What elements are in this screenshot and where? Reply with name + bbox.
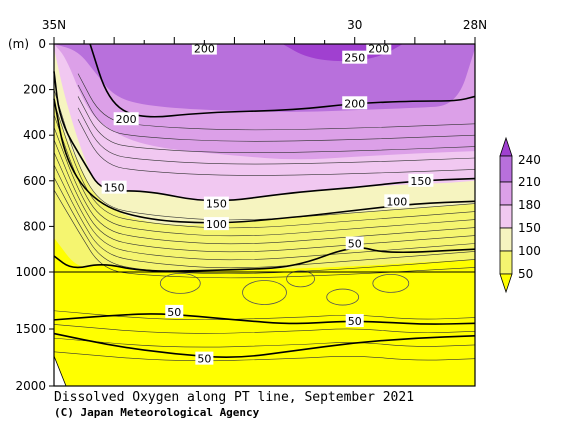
band-210-240 (54, 44, 475, 112)
colorbar-box-0 (499, 155, 513, 183)
colorbar-label-3: 180 (518, 198, 541, 212)
colorbar-label-5: 240 (518, 153, 541, 167)
colorbar-box-3 (499, 227, 513, 252)
bold-contour-2 (53, 98, 476, 224)
contour-label-6: 150 (206, 198, 227, 211)
bold-contour-0 (89, 43, 476, 118)
contour-label-7: 150 (410, 175, 431, 188)
colorbar-box-4 (499, 250, 513, 275)
colorbar-label-2: 150 (518, 221, 541, 235)
y-unit-label: (m) (8, 37, 29, 51)
thin-contour-8 (53, 189, 476, 279)
contour-label-12: 50 (348, 315, 362, 328)
contour-label-11: 50 (167, 306, 181, 319)
x-tick-label-2: 28N (463, 18, 487, 32)
contour-label-0: 200 (194, 43, 215, 56)
thin-contour-1 (53, 102, 476, 229)
chart-title: Dissolved Oxygen along PT line, Septembe… (54, 390, 415, 405)
contour-label-2: 200 (368, 43, 389, 56)
chart-credit: (C) Japan Meteorological Agency (54, 406, 260, 419)
contour-label-4: 200 (116, 113, 137, 126)
contour-label-bg-0 (191, 41, 217, 55)
colorbar-label-1: 100 (518, 244, 541, 258)
thin-contour-2 (53, 114, 476, 237)
deep-contour-2 (286, 270, 315, 288)
contour-label-bg-13 (195, 351, 214, 365)
thin-contour-10 (77, 84, 476, 142)
thin-contour-11 (77, 96, 476, 153)
colorbar-bottom-arrow (499, 273, 513, 294)
thin-contour-9 (77, 73, 476, 131)
thin-contour-17 (53, 351, 476, 362)
bold-contour-4 (53, 313, 476, 325)
contour-label-5: 150 (104, 182, 125, 195)
contour-label-bg-2 (366, 41, 392, 55)
contour-label-bg-4 (113, 112, 139, 126)
y-tick-label-0: 0 (38, 37, 46, 51)
contour-label-13: 50 (197, 353, 211, 366)
contour-label-bg-10 (345, 236, 364, 250)
contour-label-bg-11 (165, 304, 184, 318)
contour-label-bg-12 (345, 314, 364, 328)
deep-contour-4 (372, 273, 410, 293)
contour-label-10: 50 (348, 238, 362, 251)
y-tick-label-4: 800 (23, 219, 46, 233)
contour-label-9: 100 (206, 218, 227, 231)
colorbar-box-2 (499, 204, 513, 229)
x-tick-label-1: 30 (347, 18, 362, 32)
y-tick-label-2: 400 (23, 128, 46, 142)
bold-contour-1 (53, 71, 476, 202)
y-tick-label-7: 2000 (15, 379, 46, 393)
colorbar-box-1 (499, 181, 513, 206)
colorbar-top-arrow (499, 136, 513, 157)
y-tick-label-3: 600 (23, 174, 46, 188)
thin-contour-6 (53, 164, 476, 269)
thin-contour-5 (53, 152, 476, 261)
x-tick-label-0: 35N (42, 18, 66, 32)
bold-contour-5 (53, 332, 476, 358)
thin-contour-12 (77, 107, 476, 165)
contour-label-bg-5 (101, 180, 127, 194)
deep-contour-3 (326, 288, 360, 306)
contour-label-bg-1 (342, 50, 368, 64)
colorbar-label-0: 50 (518, 267, 533, 281)
thin-contour-4 (53, 139, 476, 253)
contour-label-bg-7 (408, 173, 434, 187)
thin-contour-15 (53, 324, 476, 334)
contour-label-bg-3 (342, 96, 368, 110)
contour-label-bg-8 (384, 194, 410, 208)
thin-contour-16 (53, 337, 476, 348)
colorbar-label-4: 210 (518, 175, 541, 189)
contour-label-3: 200 (344, 97, 365, 110)
y-tick-label-1: 200 (23, 83, 46, 97)
deep-contour-0 (159, 272, 201, 294)
contour-label-bg-6 (203, 196, 229, 210)
thin-contour-13 (77, 119, 476, 176)
contour-label-1: 250 (344, 52, 365, 65)
contour-label-8: 100 (386, 195, 407, 208)
deep-contour-1 (242, 280, 287, 305)
contour-label-bg-9 (203, 217, 229, 231)
thin-contour-3 (53, 127, 476, 245)
y-tick-label-6: 1500 (15, 322, 46, 336)
y-tick-label-5: 1000 (15, 265, 46, 279)
